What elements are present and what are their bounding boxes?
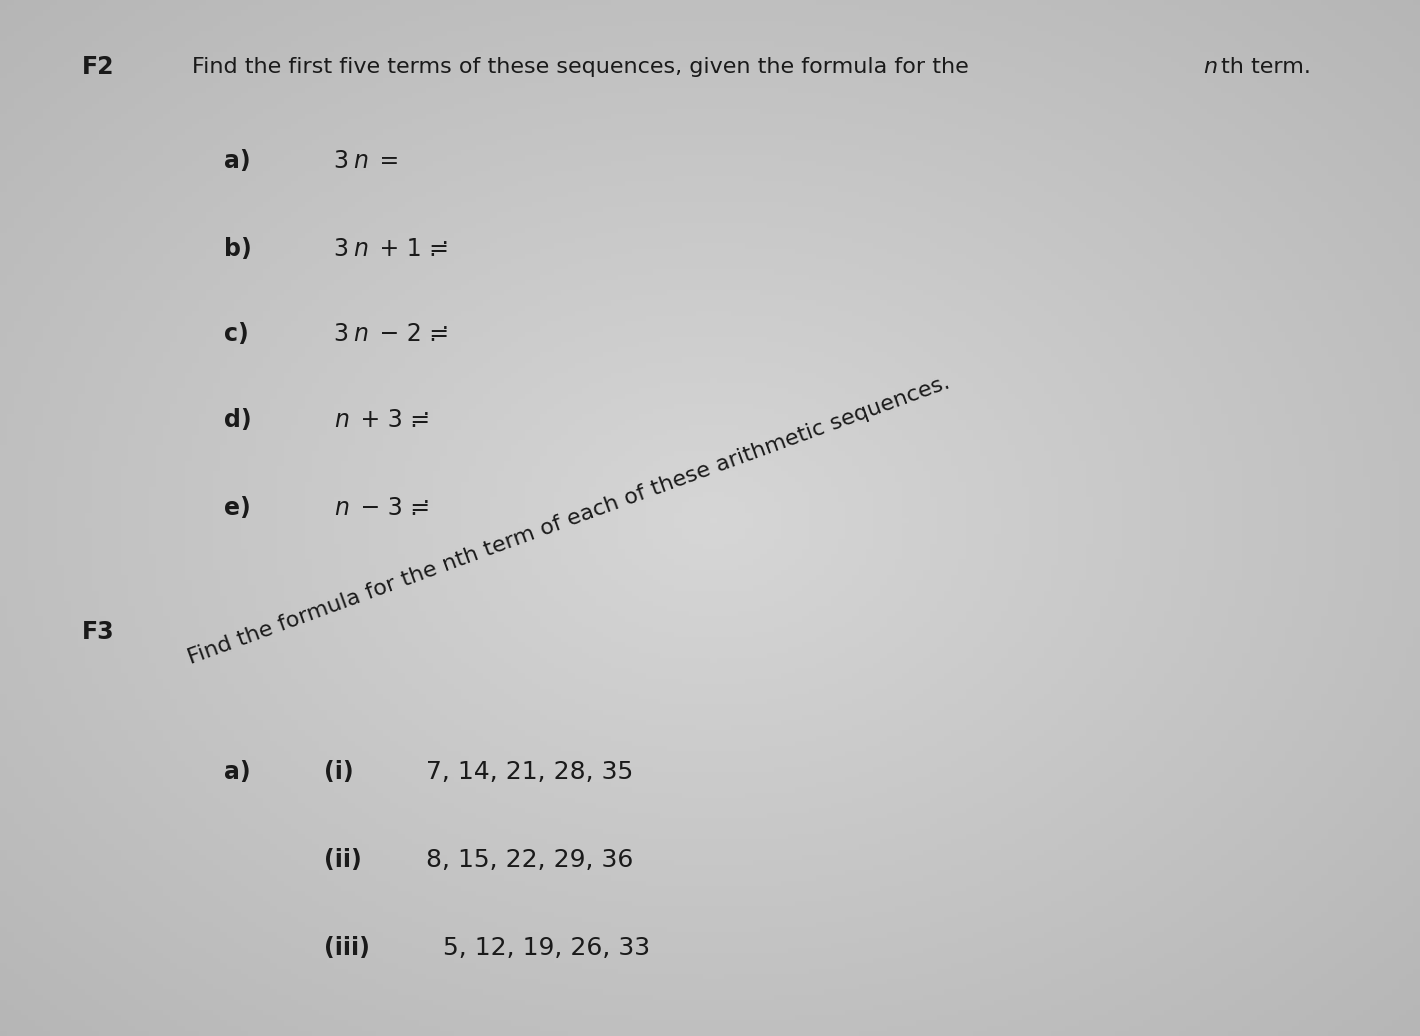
Text: n: n: [354, 236, 368, 261]
Text: + 1 ≓: + 1 ≓: [372, 236, 449, 261]
Text: n: n: [1203, 57, 1217, 78]
Text: F2: F2: [82, 55, 115, 80]
Text: F3: F3: [82, 620, 115, 644]
Text: th term.: th term.: [1221, 57, 1311, 78]
Text: a): a): [224, 759, 251, 784]
Text: + 3 ≓: + 3 ≓: [354, 407, 430, 432]
Text: d): d): [224, 407, 251, 432]
Text: (ii): (ii): [324, 847, 362, 872]
Text: 5, 12, 19, 26, 33: 5, 12, 19, 26, 33: [443, 936, 650, 960]
Text: 3: 3: [334, 148, 349, 173]
Text: 7, 14, 21, 28, 35: 7, 14, 21, 28, 35: [426, 759, 633, 784]
Text: n: n: [334, 407, 349, 432]
Text: (iii): (iii): [324, 936, 369, 960]
Text: n: n: [354, 321, 368, 346]
Text: 3: 3: [334, 236, 349, 261]
Text: a): a): [224, 148, 251, 173]
Text: n: n: [354, 148, 368, 173]
Text: b): b): [224, 236, 253, 261]
Text: Find the first five terms of these sequences, given the formula for the: Find the first five terms of these seque…: [192, 57, 976, 78]
Text: 8, 15, 22, 29, 36: 8, 15, 22, 29, 36: [426, 847, 633, 872]
Text: c): c): [224, 321, 248, 346]
Text: 3: 3: [334, 321, 349, 346]
Text: − 2 ≓: − 2 ≓: [372, 321, 450, 346]
Text: =: =: [372, 148, 399, 173]
Text: e): e): [224, 495, 251, 520]
Text: − 3 ≓: − 3 ≓: [354, 495, 430, 520]
Text: Find the formula for the nth term of each of these arithmetic sequences.: Find the formula for the nth term of eac…: [185, 373, 953, 668]
Text: (i): (i): [324, 759, 354, 784]
Text: n: n: [334, 495, 349, 520]
